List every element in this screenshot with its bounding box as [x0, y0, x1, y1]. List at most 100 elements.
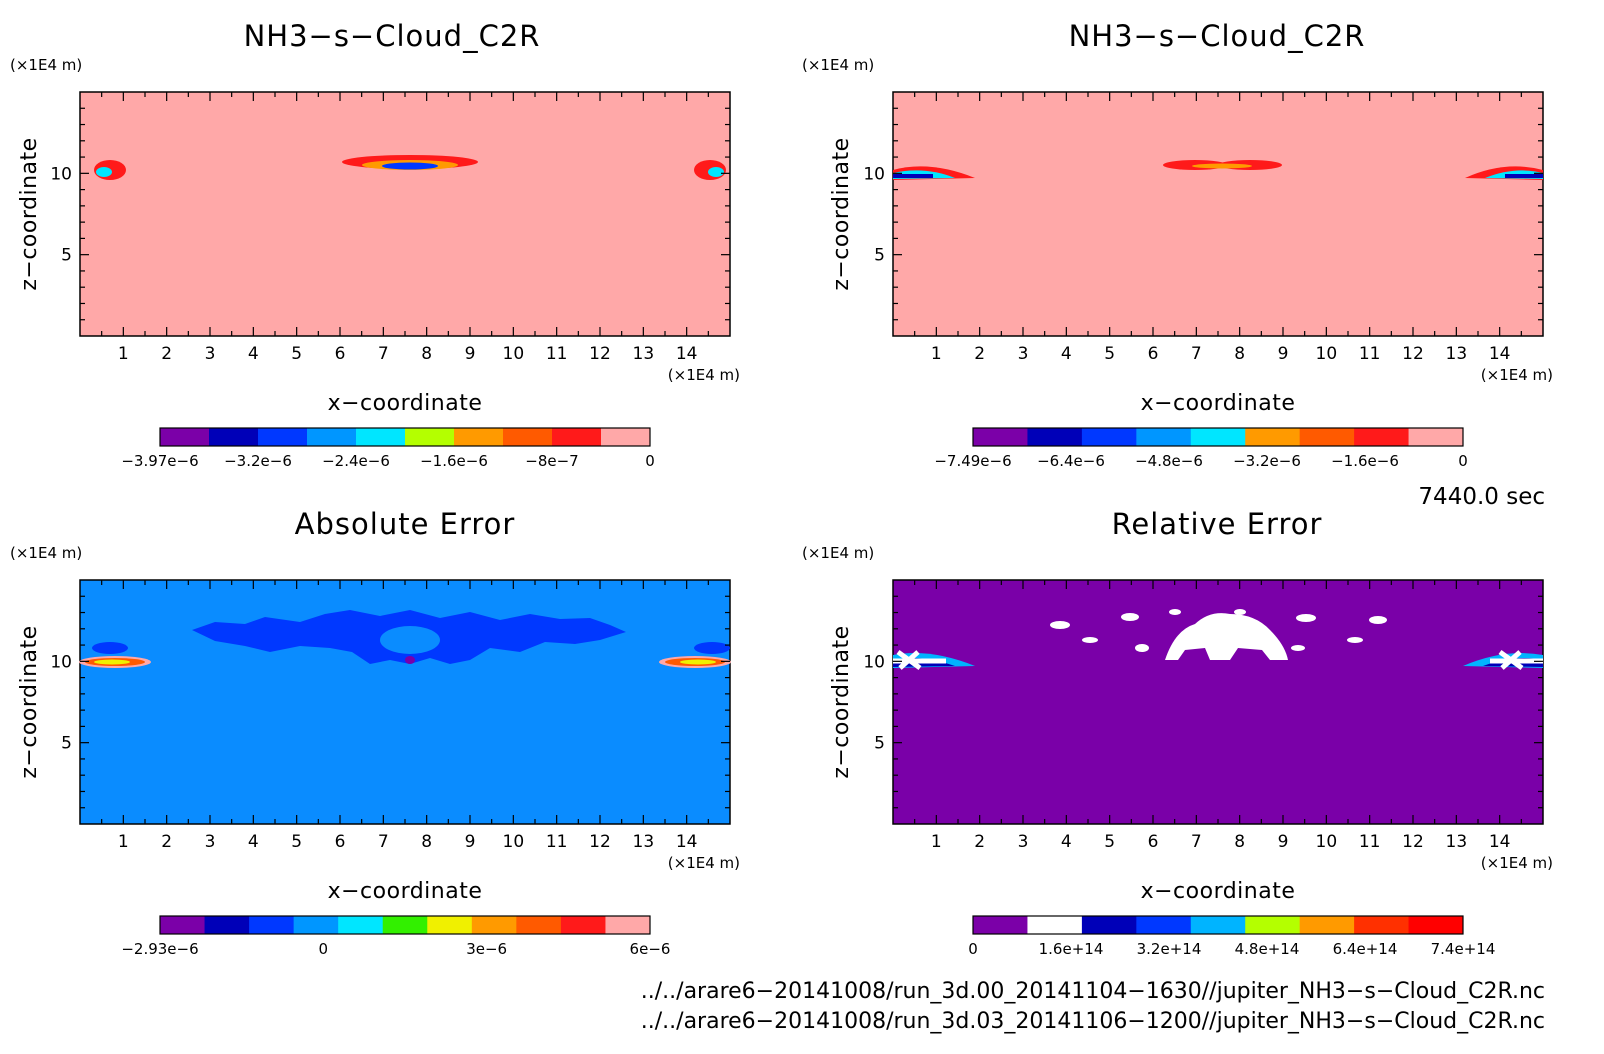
colorbar-tick-label: 7.4e+14 [1431, 940, 1496, 958]
y-tick-label: 10 [50, 164, 72, 184]
colorbar-swatch [1136, 428, 1192, 446]
colorbar-swatch [160, 428, 210, 446]
plot-area [892, 91, 1544, 337]
x-tick-label: 2 [974, 344, 985, 364]
colorbar-tick-label: −2.93e−6 [121, 940, 198, 958]
x-tick-label: 5 [1104, 344, 1115, 364]
x-tick-label: 10 [1316, 344, 1338, 364]
colorbar-swatch [605, 916, 651, 934]
colorbar-tick-label: 0 [1458, 452, 1468, 470]
x-tick-label: 13 [1446, 344, 1468, 364]
colorbar-swatch [204, 916, 250, 934]
plot-area [79, 91, 731, 337]
x-tick-label: 12 [1402, 832, 1424, 852]
error-patch-left-top [92, 642, 128, 654]
y-tick-label: 5 [61, 734, 72, 754]
colorbar-swatch [1408, 428, 1464, 446]
error-core [405, 656, 415, 664]
x-tick-label: 12 [1402, 344, 1424, 364]
x-tick-label: 4 [1061, 344, 1072, 364]
file-path-2: ../../arare6−20141008/run_3d.03_20141106… [641, 1009, 1545, 1034]
x-tick-label: 7 [378, 832, 389, 852]
colorbar-tick-label: −8e−7 [525, 452, 578, 470]
colorbar-frame [159, 915, 651, 935]
colorbar-frame [972, 915, 1464, 935]
colorbar-swatch [503, 428, 553, 446]
relative-error-spot [1121, 613, 1139, 621]
relative-error-white-core [1165, 613, 1288, 660]
y-unit-label: (×1E4 m) [802, 544, 874, 562]
x-tick-label: 10 [503, 344, 525, 364]
colorbar-swatch [1354, 428, 1410, 446]
relative-error-spot [1169, 609, 1181, 615]
colorbar: −7.49e−6 −6.4e−6 −4.8e−6 −3.2e−6 −1.6e−6 0 [934, 427, 1468, 470]
colorbar-swatch [427, 916, 473, 934]
error-band-inner-hole [380, 626, 440, 654]
x-tick-label: 6 [1148, 344, 1159, 364]
panel-title: Absolute Error [295, 507, 516, 541]
x-tick-label: 3 [1018, 832, 1029, 852]
colorbar-tick-label: −3.2e−6 [1233, 452, 1301, 470]
colorbar-swatch [1136, 916, 1192, 934]
x-tick-label: 2 [974, 832, 985, 852]
colorbar-frame [972, 427, 1464, 447]
x-tick-label: 13 [633, 344, 655, 364]
colorbar: −3.97e−6 −3.2e−6 −2.4e−6 −1.6e−6 −8e−7 0 [121, 427, 655, 470]
x-tick-label: 1 [118, 344, 129, 364]
relative-error-spot [1347, 637, 1363, 643]
x-tick-label: 13 [633, 832, 655, 852]
colorbar-tick-label: 3e−6 [466, 940, 507, 958]
colorbar-swatch [209, 428, 259, 446]
x-tick-label: 14 [676, 344, 698, 364]
colorbar-tick-label: −1.6e−6 [420, 452, 488, 470]
panel-relative-error: Relative Error (×1E4 m) 1 2 3 4 5 6 7 8 9 10 11 12 1… [802, 507, 1553, 958]
error-patch-right-core [680, 659, 716, 665]
colorbar-swatch [552, 428, 602, 446]
x-tick-label: 1 [931, 832, 942, 852]
x-tick-label: 11 [1359, 344, 1381, 364]
relative-error-spot [1369, 616, 1387, 624]
y-tick-label: 5 [874, 734, 885, 754]
x-tick-label: 5 [1104, 832, 1115, 852]
cloud-patch-edge-left-core [96, 167, 112, 177]
colorbar-tick-label: 6e−6 [630, 940, 671, 958]
x-tick-label: 9 [1278, 832, 1289, 852]
x-tick-label: 4 [248, 832, 259, 852]
colorbar-tick-label: −1.6e−6 [1331, 452, 1399, 470]
x-tick-label: 3 [1018, 344, 1029, 364]
colorbar-tick-label: 1.6e+14 [1039, 940, 1104, 958]
x-tick-label: 7 [1191, 344, 1202, 364]
y-tick-label: 10 [863, 164, 885, 184]
x-tick-label: 11 [546, 832, 568, 852]
x-axis-label: x−coordinate [1141, 391, 1296, 416]
colorbar-swatch [1081, 916, 1137, 934]
x-tick-label: 14 [1489, 832, 1511, 852]
x-tick-label: 8 [421, 344, 432, 364]
colorbar-swatch [973, 916, 1028, 934]
relative-error-spot [1291, 645, 1305, 651]
colorbar: −2.93e−6 0 3e−6 6e−6 [121, 915, 671, 958]
x-tick-label: 1 [931, 344, 942, 364]
y-axis-label: z−coordinate [17, 625, 42, 778]
panel-absolute-error: Absolute Error (×1E4 m) 1 2 3 4 5 6 7 8 9 10 11 12 1… [10, 507, 740, 958]
x-tick-label: 8 [1234, 832, 1245, 852]
colorbar-swatch [1245, 428, 1301, 446]
panel-title: NH3−s−Cloud_C2R [244, 19, 541, 53]
colorbar-tick-label: −3.97e−6 [121, 452, 198, 470]
colorbar: 0 1.6e+14 3.2e+14 4.8e+14 6.4e+14 7.4e+14 [968, 915, 1496, 958]
x-tick-label: 2 [161, 832, 172, 852]
error-patch-right-top [694, 642, 730, 654]
colorbar-swatch [454, 428, 504, 446]
colorbar-swatch [307, 428, 357, 446]
x-tick-label: 12 [589, 832, 611, 852]
colorbar-tick-label: −6.4e−6 [1037, 452, 1105, 470]
x-tick-label: 10 [1316, 832, 1338, 852]
x-tick-label: 14 [1489, 344, 1511, 364]
relative-error-spot [1135, 644, 1149, 652]
colorbar-tick-label: 0 [968, 940, 978, 958]
